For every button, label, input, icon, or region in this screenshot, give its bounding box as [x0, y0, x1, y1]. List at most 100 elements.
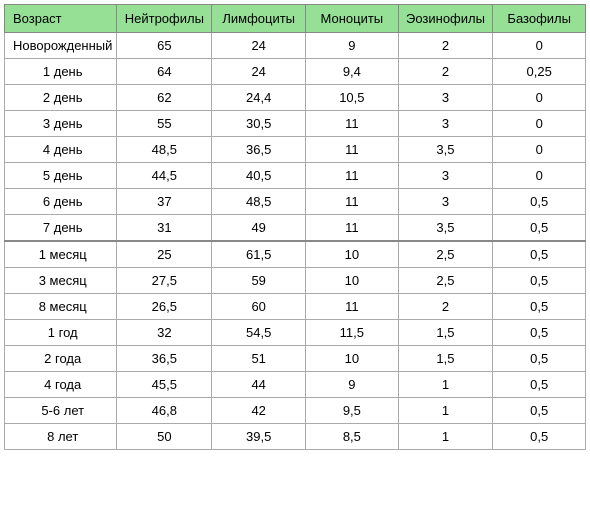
cell-monocytes: 10 [306, 346, 398, 372]
cell-monocytes: 9 [306, 33, 398, 59]
cell-neutrophils: 36,5 [117, 346, 212, 372]
table-row: 2 день6224,410,530 [5, 85, 586, 111]
col-header-neutrophils: Нейтрофилы [117, 5, 212, 33]
cell-monocytes: 11 [306, 137, 398, 163]
cell-eosinophils: 1 [398, 424, 493, 450]
cell-lymphocytes: 24 [212, 33, 306, 59]
cell-eosinophils: 1,5 [398, 320, 493, 346]
cell-basophils: 0,5 [493, 424, 586, 450]
cell-lymphocytes: 24,4 [212, 85, 306, 111]
col-header-age: Возраст [5, 5, 117, 33]
cell-eosinophils: 1 [398, 398, 493, 424]
cell-lymphocytes: 60 [212, 294, 306, 320]
cell-monocytes: 11 [306, 163, 398, 189]
cell-neutrophils: 64 [117, 59, 212, 85]
cell-basophils: 0,5 [493, 320, 586, 346]
cell-neutrophils: 25 [117, 241, 212, 268]
cell-basophils: 0,5 [493, 398, 586, 424]
cell-monocytes: 11 [306, 189, 398, 215]
cell-lymphocytes: 36,5 [212, 137, 306, 163]
cell-basophils: 0,5 [493, 346, 586, 372]
cell-neutrophils: 50 [117, 424, 212, 450]
cell-neutrophils: 26,5 [117, 294, 212, 320]
cell-age: 1 день [5, 59, 117, 85]
cell-age: 3 месяц [5, 268, 117, 294]
cell-monocytes: 10,5 [306, 85, 398, 111]
cell-age: 5-6 лет [5, 398, 117, 424]
col-header-lymphocytes: Лимфоциты [212, 5, 306, 33]
cell-basophils: 0 [493, 85, 586, 111]
cell-lymphocytes: 59 [212, 268, 306, 294]
cell-basophils: 0 [493, 33, 586, 59]
cell-monocytes: 8,5 [306, 424, 398, 450]
cell-age: 8 месяц [5, 294, 117, 320]
cell-neutrophils: 44,5 [117, 163, 212, 189]
cell-neutrophils: 27,5 [117, 268, 212, 294]
cell-basophils: 0,5 [493, 268, 586, 294]
cell-neutrophils: 45,5 [117, 372, 212, 398]
cell-lymphocytes: 42 [212, 398, 306, 424]
cell-eosinophils: 2 [398, 59, 493, 85]
col-header-monocytes: Моноциты [306, 5, 398, 33]
cell-lymphocytes: 30,5 [212, 111, 306, 137]
cell-eosinophils: 2 [398, 33, 493, 59]
cell-eosinophils: 1 [398, 372, 493, 398]
cell-lymphocytes: 24 [212, 59, 306, 85]
cell-eosinophils: 2,5 [398, 268, 493, 294]
cell-basophils: 0 [493, 111, 586, 137]
cell-age: 4 день [5, 137, 117, 163]
cell-monocytes: 9,5 [306, 398, 398, 424]
cell-age: 2 день [5, 85, 117, 111]
table-row: 6 день3748,51130,5 [5, 189, 586, 215]
cell-age: 8 лет [5, 424, 117, 450]
table-row: 4 года45,544910,5 [5, 372, 586, 398]
table-row: 1 месяц2561,5102,50,5 [5, 241, 586, 268]
table-row: 8 месяц26,5601120,5 [5, 294, 586, 320]
cell-neutrophils: 31 [117, 215, 212, 242]
cell-lymphocytes: 51 [212, 346, 306, 372]
cell-basophils: 0,5 [493, 215, 586, 242]
cell-eosinophils: 3,5 [398, 137, 493, 163]
cell-age: 7 день [5, 215, 117, 242]
cell-neutrophils: 46,8 [117, 398, 212, 424]
cell-monocytes: 10 [306, 241, 398, 268]
table-row: 2 года36,551101,50,5 [5, 346, 586, 372]
cell-eosinophils: 3 [398, 163, 493, 189]
table-row: 5-6 лет46,8429,510,5 [5, 398, 586, 424]
cell-monocytes: 9,4 [306, 59, 398, 85]
cell-basophils: 0,5 [493, 372, 586, 398]
table-row: 7 день3149113,50,5 [5, 215, 586, 242]
cell-lymphocytes: 40,5 [212, 163, 306, 189]
cell-lymphocytes: 49 [212, 215, 306, 242]
cell-neutrophils: 48,5 [117, 137, 212, 163]
cell-age: 1 месяц [5, 241, 117, 268]
table-row: Новорожденный6524920 [5, 33, 586, 59]
cell-monocytes: 11 [306, 294, 398, 320]
cell-neutrophils: 65 [117, 33, 212, 59]
cell-monocytes: 9 [306, 372, 398, 398]
table-header-row: Возраст Нейтрофилы Лимфоциты Моноциты Эо… [5, 5, 586, 33]
cell-lymphocytes: 54,5 [212, 320, 306, 346]
cell-neutrophils: 62 [117, 85, 212, 111]
cell-lymphocytes: 61,5 [212, 241, 306, 268]
cell-basophils: 0 [493, 137, 586, 163]
cell-age: 1 год [5, 320, 117, 346]
cell-lymphocytes: 48,5 [212, 189, 306, 215]
cell-monocytes: 11,5 [306, 320, 398, 346]
cell-eosinophils: 1,5 [398, 346, 493, 372]
table-row: 8 лет5039,58,510,5 [5, 424, 586, 450]
table-body: Новорожденный65249201 день64249,420,252 … [5, 33, 586, 450]
cell-basophils: 0 [493, 163, 586, 189]
cell-basophils: 0,25 [493, 59, 586, 85]
cell-neutrophils: 37 [117, 189, 212, 215]
cell-monocytes: 10 [306, 268, 398, 294]
cell-age: 2 года [5, 346, 117, 372]
table-row: 5 день44,540,51130 [5, 163, 586, 189]
cell-age: 4 года [5, 372, 117, 398]
col-header-eosinophils: Эозинофилы [398, 5, 493, 33]
cell-eosinophils: 3 [398, 189, 493, 215]
table-row: 1 год3254,511,51,50,5 [5, 320, 586, 346]
cell-neutrophils: 32 [117, 320, 212, 346]
cell-eosinophils: 2 [398, 294, 493, 320]
cell-eosinophils: 3 [398, 85, 493, 111]
